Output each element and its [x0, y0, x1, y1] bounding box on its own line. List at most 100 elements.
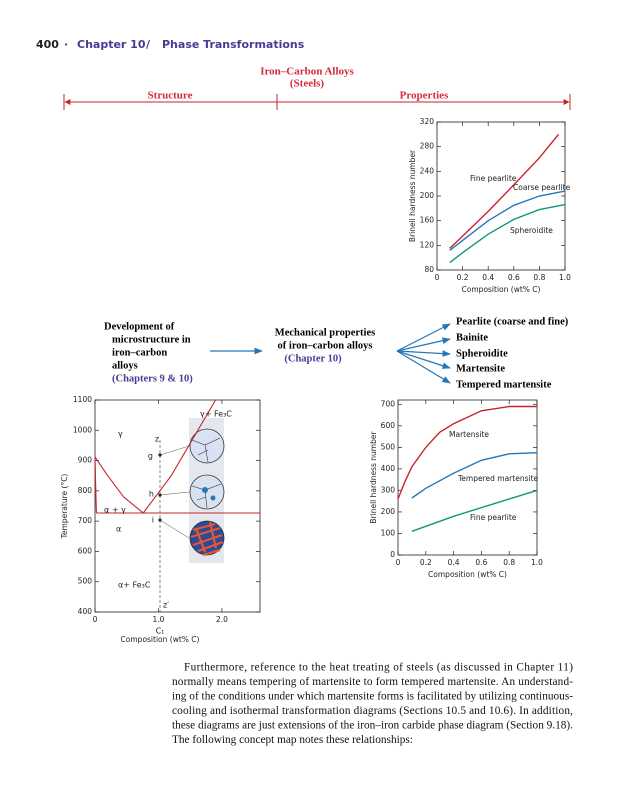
annotation: h: [149, 490, 154, 499]
branch-label: Structure: [147, 90, 192, 102]
series-line: [94, 456, 144, 514]
development-text: iron–carbon: [112, 347, 167, 358]
x-axis-label: Composition (wt% C): [462, 285, 541, 294]
annotation: γ: [118, 430, 123, 439]
series-line: [142, 399, 217, 514]
x-tick-label: 2.0: [216, 615, 228, 624]
x-tick-label: 0.4: [448, 558, 460, 567]
map-subtitle: (Steels): [290, 78, 325, 90]
plot-frame: [397, 399, 538, 556]
annotation: α: [116, 525, 121, 534]
series-line: [449, 190, 566, 251]
chapter: Chapter 10: [77, 38, 146, 51]
y-tick-label: 0: [390, 550, 395, 559]
y-axis-label: Temperature (°C): [60, 474, 69, 540]
x-axis-label: Composition (wt% C): [428, 570, 507, 579]
development-text: microstructure in: [112, 334, 191, 345]
development-ref: (Chapters 9 & 10): [112, 373, 193, 384]
x-tick-label: 0.8: [503, 558, 515, 567]
map-title: Iron–Carbon Alloys: [260, 66, 354, 78]
body-line: The following concept map notes these re…: [172, 734, 413, 746]
x-tick-label: 0.6: [508, 273, 520, 282]
map-arrows: [210, 323, 451, 384]
y-tick-label: 400: [78, 607, 93, 616]
microstructure: Spheroidite: [456, 348, 508, 359]
series-line: [94, 456, 97, 514]
y-tick-label: 800: [78, 486, 93, 495]
development-text: alloys: [112, 360, 138, 371]
annotation: z′: [163, 601, 169, 610]
y-tick-label: 80: [424, 265, 434, 274]
microstructure: Bainite: [456, 332, 488, 343]
mechanical-text: Mechanical properties: [275, 327, 375, 338]
series-line: [449, 203, 566, 264]
body-line: these diagrams are just extensions of th…: [172, 720, 573, 732]
header-dot: ·: [64, 38, 68, 51]
y-tick-label: 300: [381, 485, 396, 494]
y-tick-label: 700: [381, 399, 396, 408]
curve-label: Tempered martensite: [457, 474, 539, 483]
y-tick-label: 700: [78, 516, 93, 525]
x-tick-label: 0: [435, 273, 440, 282]
chart: 80 120 160 200 240 280 320 0 0.2 0.4 0.6 0.8 1.0 Comp…: [408, 117, 571, 294]
x-tick-label: 1.0: [152, 615, 164, 624]
y-tick-label: 600: [381, 421, 396, 430]
y-axis-label: Brinell hardness number: [408, 149, 417, 242]
series-line: [411, 452, 538, 499]
chart: 0 100 200 300 400 500 600 700 0 0.2 0.4 0.6 0.8 1.0 Co…: [369, 399, 543, 579]
chart: 400 500 600 700 800 900 1000 1100 0 1.0 2.0 Composi…: [60, 395, 261, 644]
curve-label: Fine pearlite: [470, 174, 517, 183]
x-tick-label: 0.8: [533, 273, 545, 282]
y-tick-label: 120: [420, 240, 435, 249]
x-tick-label: 0.6: [475, 558, 487, 567]
body-line: Furthermore, reference to the heat treat…: [184, 662, 573, 674]
body-line: ing of the conditions under which marten…: [172, 691, 573, 703]
x-tick-label: 0.4: [482, 273, 494, 282]
body-line: cooling and isothermal transformation di…: [172, 705, 573, 717]
microstructure: Pearlite (coarse and fine): [456, 316, 569, 327]
annotation: γ+ Fe₃C: [200, 410, 232, 419]
annotation: α+ Fe₃C: [118, 581, 151, 590]
page-number: 400: [36, 38, 59, 51]
x-tick-label: 0.2: [420, 558, 432, 567]
annotation: g: [148, 452, 153, 461]
branch-label: Properties: [400, 90, 449, 102]
annotation: z: [155, 435, 159, 444]
y-tick-label: 200: [381, 507, 396, 516]
x-tick-label: 0.2: [457, 273, 469, 282]
curve-label: Spheroidite: [510, 226, 553, 235]
annotation: i: [152, 516, 154, 525]
x-tick-label: 1.0: [559, 273, 571, 282]
microstructure-sketches: [158, 418, 225, 612]
y-tick-label: 400: [381, 464, 396, 473]
development-text: Development of: [104, 321, 175, 332]
y-tick-label: 320: [420, 117, 435, 126]
branch-arrows: [63, 94, 571, 110]
y-tick-label: 1000: [73, 425, 92, 434]
y-tick-label: 200: [420, 191, 435, 200]
x-tick-label: 1.0: [531, 558, 543, 567]
series-line: [411, 489, 538, 532]
annotation: α + γ: [104, 506, 126, 515]
x-tick-label: 0: [93, 615, 98, 624]
x-axis-label: Composition (wt% C): [121, 635, 200, 644]
y-axis-label: Brinell hardness number: [369, 431, 378, 524]
annotation: C₁: [156, 627, 165, 636]
y-tick-label: 240: [420, 166, 435, 175]
y-tick-label: 280: [420, 142, 435, 151]
y-tick-label: 900: [78, 456, 93, 465]
microstructure: Martensite: [456, 363, 505, 374]
header-slash: /: [146, 38, 151, 51]
x-tick-label: 0: [396, 558, 401, 567]
y-tick-label: 1100: [73, 395, 92, 404]
mechanical-ref: (Chapter 10): [284, 353, 342, 364]
series-line: [397, 405, 537, 500]
curve-label: Fine pearlite: [470, 513, 517, 522]
y-tick-label: 100: [381, 528, 396, 537]
microstructure: Tempered martensite: [456, 379, 552, 390]
body-line: normally means tempering of martensite t…: [172, 676, 573, 688]
y-tick-label: 500: [381, 442, 396, 451]
plot-frame: [94, 399, 261, 613]
curve-label: Martensite: [449, 430, 489, 439]
